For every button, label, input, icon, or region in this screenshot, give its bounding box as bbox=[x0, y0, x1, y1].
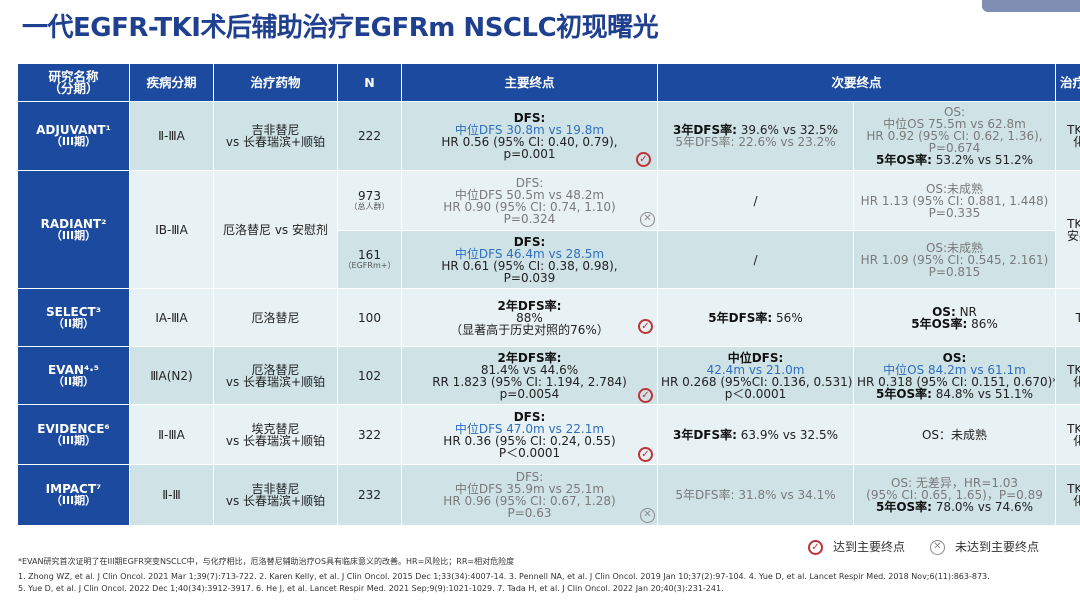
n-cell: 322 bbox=[337, 404, 402, 465]
secondary-dfs-cell: 中位DFS: 42.4m vs 21.0m HR 0.268 (95%CI: 0… bbox=[657, 346, 854, 405]
n-cell: 102 bbox=[337, 346, 402, 405]
header-drug: 治疗药物 bbox=[213, 63, 338, 102]
n-cell: 973 （总人群） bbox=[337, 170, 402, 231]
legend-not-met: ✕ 未达到主要终点 bbox=[930, 538, 1039, 555]
check-circle-icon: ✓ bbox=[638, 388, 653, 403]
n-cell: 232 bbox=[337, 464, 402, 526]
check-circle-icon: ✓ bbox=[636, 152, 651, 167]
footnote: *EVAN研究首次证明了在III期EGFR突变NSCLC中，与化疗相比，厄洛替尼… bbox=[18, 557, 515, 566]
reference-line: 5. Yue D, et al. J Clin Oncol. 2022 Dec … bbox=[18, 584, 724, 593]
secondary-dfs-cell: 3年DFS率: 63.9% vs 32.5% bbox=[657, 404, 854, 465]
header-stage: 疾病分期 bbox=[129, 63, 214, 102]
secondary-dfs-cell: / bbox=[657, 170, 854, 231]
primary-endpoint-cell: DFS: 中位DFS 46.4m vs 28.5m HR 0.61 (95% C… bbox=[401, 230, 658, 289]
header-row: 研究名称（分期） 疾病分期 治疗药物 N 主要终点 次要终点 治疗模式 bbox=[17, 63, 1080, 102]
table-row: SELECT³ （II期） ⅠA-ⅢA 厄洛替尼 100 2年DFS率: 88% … bbox=[17, 288, 1080, 347]
stage-cell: Ⅱ-ⅢA bbox=[129, 101, 214, 171]
corner-tab bbox=[982, 0, 1080, 12]
mode-cell: TKI bbox=[1055, 288, 1080, 347]
header-primary: 主要终点 bbox=[401, 63, 658, 102]
references: 1. Zhong WZ, et al. J Clin Oncol. 2021 M… bbox=[18, 571, 990, 595]
page-title: 一代EGFR-TKI术后辅助治疗EGFRm NSCLC初现曙光 bbox=[22, 13, 659, 43]
header-secondary: 次要终点 bbox=[656, 63, 1057, 102]
drug-cell: 吉非替尼 vs 长春瑞滨+顺铂 bbox=[213, 464, 338, 526]
n-cell: 222 bbox=[337, 101, 402, 171]
drug-cell: 厄洛替尼 bbox=[213, 288, 338, 347]
trial-summary-table: 研究名称（分期） 疾病分期 治疗药物 N 主要终点 次要终点 治疗模式 ADJU… bbox=[17, 63, 1080, 526]
stage-cell: ⅠB-ⅢA bbox=[129, 170, 214, 289]
n-cell: 100 bbox=[337, 288, 402, 347]
drug-cell: 厄洛替尼 vs 长春瑞滨+顺铂 bbox=[213, 346, 338, 405]
check-circle-icon: ✓ bbox=[808, 540, 823, 555]
secondary-os-cell: OS: 无差异，HR=1.03 (95% CI: 0.65, 1.65)，P=0… bbox=[852, 464, 1057, 526]
primary-endpoint-cell: DFS: 中位DFS 47.0m vs 22.1m HR 0.36 (95% C… bbox=[401, 404, 658, 465]
reference-line: 1. Zhong WZ, et al. J Clin Oncol. 2021 M… bbox=[18, 572, 990, 581]
secondary-dfs-cell: / bbox=[657, 230, 854, 289]
secondary-os-cell: OS：未成熟 bbox=[852, 404, 1057, 465]
secondary-os-cell: OS: NR 5年OS率: 86% bbox=[852, 288, 1057, 347]
n-cell: 161 （EGFRm+） bbox=[337, 230, 402, 289]
secondary-dfs-cell: 5年DFS率: 31.8% vs 34.1% bbox=[657, 464, 854, 526]
stage-cell: Ⅱ-ⅢA bbox=[129, 404, 214, 465]
table-row: 161 （EGFRm+） DFS: 中位DFS 46.4m vs 28.5m HR… bbox=[18, 230, 1080, 289]
primary-endpoint-cell: 2年DFS率: 88% （显著高于历史对照的76%） ✓ bbox=[401, 288, 658, 347]
mode-cell: TKI vs化疗 bbox=[1055, 346, 1080, 405]
header-study: 研究名称 （分期） bbox=[17, 63, 130, 102]
mode-cell: TKI vs化疗 bbox=[1055, 464, 1080, 526]
secondary-os-cell: OS:未成熟 HR 1.13 (95% CI: 0.881, 1.448) P=… bbox=[852, 170, 1057, 231]
table-row: EVIDENCE⁶ （III期） Ⅱ-ⅢA 埃克替尼 vs 长春瑞滨+顺铂 322 … bbox=[17, 404, 1080, 465]
secondary-os-cell: OS: 中位OS 84.2m vs 61.1m HR 0.318 (95% CI… bbox=[852, 346, 1057, 405]
check-circle-icon: ✓ bbox=[638, 447, 653, 462]
drug-cell: 厄洛替尼 vs 安慰剂 bbox=[213, 170, 338, 289]
table-row: IMPACT⁷ （III期） Ⅱ-Ⅲ 吉非替尼 vs 长春瑞滨+顺铂 232 DFS… bbox=[17, 464, 1080, 526]
cross-circle-icon: ✕ bbox=[640, 212, 655, 227]
table-row: RADIANT² （III期） ⅠB-ⅢA 厄洛替尼 vs 安慰剂 973 （总人群… bbox=[17, 170, 1080, 289]
table-row: EVAN⁴·⁵ （II期） ⅢA(N2) 厄洛替尼 vs 长春瑞滨+顺铂 102 2… bbox=[17, 346, 1080, 405]
cross-circle-icon: ✕ bbox=[930, 540, 945, 555]
primary-endpoint-cell: DFS: 中位DFS 50.5m vs 48.2m HR 0.90 (95% C… bbox=[401, 170, 658, 231]
drug-cell: 埃克替尼 vs 长春瑞滨+顺铂 bbox=[213, 404, 338, 465]
study-name: SELECT³ （II期） bbox=[17, 288, 130, 347]
primary-endpoint-cell: 2年DFS率: 81.4% vs 44.6% RR 1.823 (95% CI:… bbox=[401, 346, 658, 405]
study-name: RADIANT² （III期） bbox=[17, 170, 130, 289]
primary-endpoint-cell: DFS: 中位DFS 35.9m vs 25.1m HR 0.96 (95% C… bbox=[401, 464, 658, 526]
table-row: ADJUVANT¹ （III期） Ⅱ-ⅢA 吉非替尼 vs 长春瑞滨+顺铂 222 … bbox=[17, 101, 1080, 171]
study-name: EVAN⁴·⁵ （II期） bbox=[17, 346, 130, 405]
legend-met: ✓ 达到主要终点 bbox=[808, 538, 905, 555]
stage-cell: Ⅱ-Ⅲ bbox=[129, 464, 214, 526]
secondary-os-cell: OS:未成熟 HR 1.09 (95% CI: 0.545, 2.161) P=… bbox=[852, 230, 1057, 289]
mode-cell: TKI vs化疗 bbox=[1055, 404, 1080, 465]
secondary-dfs-cell: 3年DFS率: 39.6% vs 32.5% 5年DFS率: 22.6% vs … bbox=[657, 101, 854, 171]
cross-circle-icon: ✕ bbox=[640, 508, 655, 523]
secondary-dfs-cell: 5年DFS率: 56% bbox=[657, 288, 854, 347]
header-n: N bbox=[337, 63, 402, 102]
secondary-os-cell: OS: 中位OS 75.5m vs 62.8m HR 0.92 (95% CI:… bbox=[852, 101, 1057, 171]
stage-cell: ⅠA-ⅢA bbox=[129, 288, 214, 347]
study-name: ADJUVANT¹ （III期） bbox=[17, 101, 130, 171]
header-mode: 治疗模式 bbox=[1055, 63, 1080, 102]
check-circle-icon: ✓ bbox=[638, 319, 653, 334]
primary-endpoint-cell: DFS: 中位DFS 30.8m vs 19.8m HR 0.56 (95% C… bbox=[401, 101, 658, 171]
study-name: EVIDENCE⁶ （III期） bbox=[17, 404, 130, 465]
stage-cell: ⅢA(N2) bbox=[129, 346, 214, 405]
mode-cell: TKI vs化疗 bbox=[1055, 101, 1080, 171]
study-name: IMPACT⁷ （III期） bbox=[17, 464, 130, 526]
drug-cell: 吉非替尼 vs 长春瑞滨+顺铂 bbox=[213, 101, 338, 171]
